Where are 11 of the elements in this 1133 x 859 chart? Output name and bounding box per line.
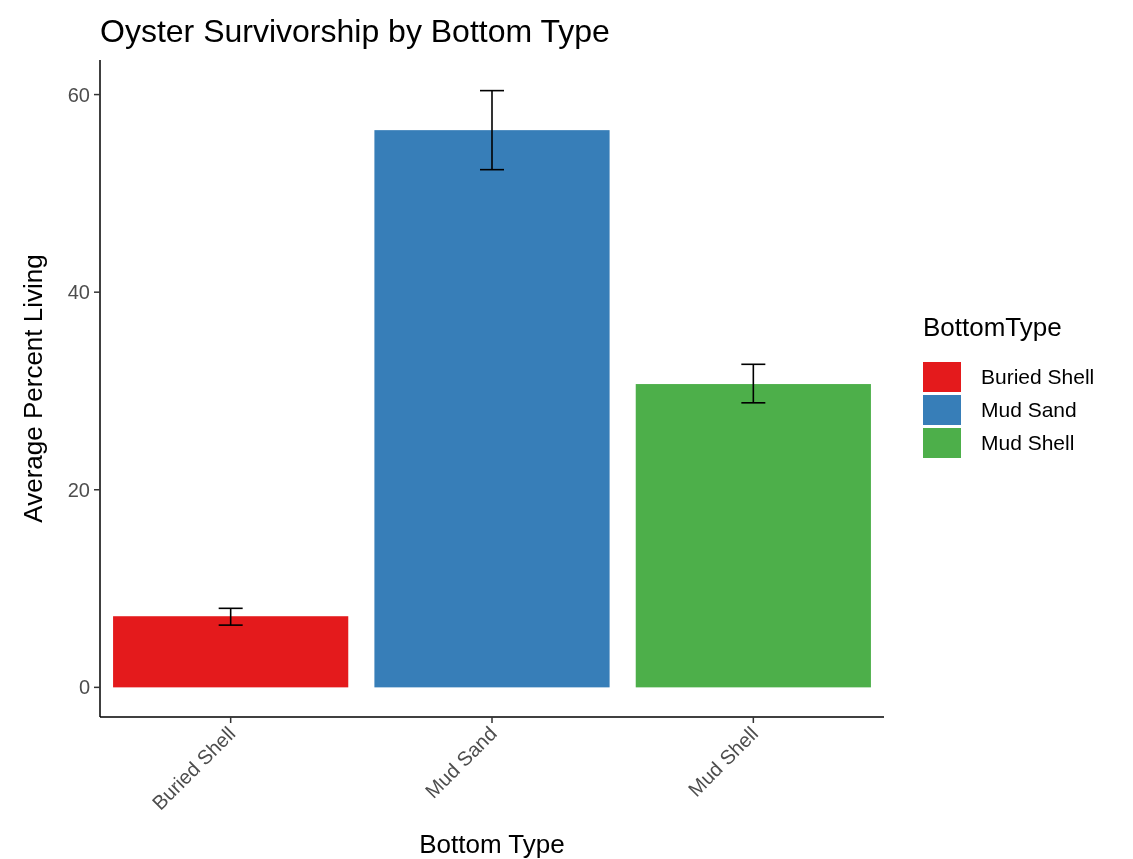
x-axis-title: Bottom Type (419, 829, 565, 859)
legend-label: Mud Shell (981, 431, 1075, 455)
y-axis-title: Average Percent Living (18, 254, 48, 523)
legend-label: Buried Shell (981, 365, 1095, 389)
y-tick-label: 40 (67, 281, 90, 304)
legend-label: Mud Sand (981, 398, 1077, 422)
y-tick-label: 0 (78, 676, 90, 699)
y-tick-label: 20 (67, 478, 90, 501)
chart-title: Oyster Survivorship by Bottom Type (100, 13, 610, 49)
y-tick-label: 60 (67, 83, 90, 106)
legend-title: BottomType (923, 312, 1062, 342)
